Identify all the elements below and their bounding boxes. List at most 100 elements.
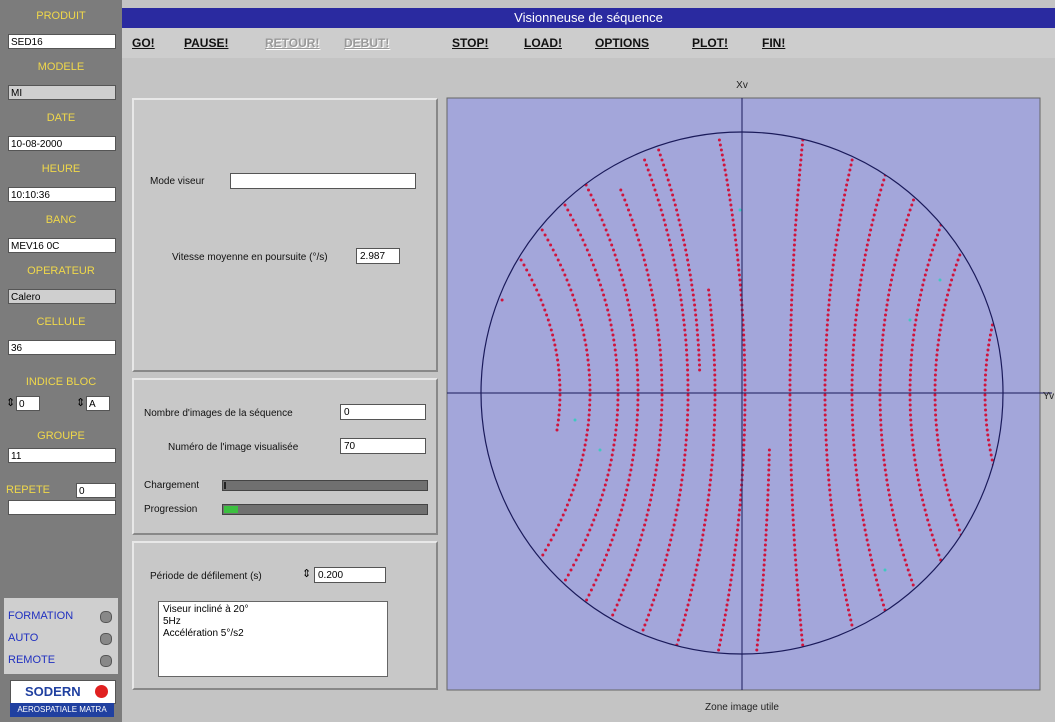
- track-dot: [563, 203, 567, 207]
- track-dot: [608, 543, 612, 547]
- track-dot: [909, 413, 912, 417]
- track-dot: [660, 398, 664, 402]
- menu-item[interactable]: LOAD!: [524, 36, 562, 50]
- track-dot: [680, 478, 684, 482]
- track-dot: [653, 473, 657, 477]
- track-dot: [709, 308, 713, 312]
- track-dot: [610, 328, 614, 332]
- track-dot: [653, 308, 657, 312]
- track-dot: [738, 283, 742, 287]
- track-dot: [788, 383, 792, 387]
- track-dot: [792, 243, 796, 247]
- track-dot: [788, 423, 792, 427]
- track-dot: [852, 443, 856, 447]
- label: Vitesse moyenne en poursuite (°/s): [172, 252, 328, 263]
- track-dot: [653, 188, 657, 192]
- track-dot: [882, 603, 885, 607]
- spinner[interactable]: ⇕: [76, 397, 86, 409]
- track-dot: [713, 418, 717, 422]
- track-dot: [841, 583, 845, 587]
- track-dot: [933, 378, 937, 382]
- track-dot: [983, 378, 987, 382]
- track-dot: [730, 573, 734, 577]
- track-dot: [871, 218, 875, 222]
- track-dot: [852, 448, 856, 452]
- track-dot: [856, 483, 860, 487]
- input[interactable]: 0.200: [314, 567, 386, 583]
- input[interactable]: 2.987: [356, 248, 400, 264]
- track-dot: [910, 428, 913, 432]
- track-dot: [635, 363, 639, 367]
- track-dot: [723, 613, 727, 617]
- track-dot: [866, 543, 870, 547]
- track-dot: [636, 403, 640, 407]
- track-dot: [621, 278, 625, 282]
- menu-item[interactable]: OPTIONS: [595, 36, 650, 50]
- track-dot: [686, 403, 690, 407]
- track-dot: [558, 378, 562, 382]
- track-dot: [622, 283, 626, 287]
- track-dot: [834, 538, 838, 542]
- track-dot: [621, 588, 625, 592]
- track-dot: [646, 273, 650, 277]
- track-dot: [587, 253, 591, 257]
- track-dot: [657, 448, 661, 452]
- track-dot: [586, 358, 590, 362]
- track-dot: [681, 233, 684, 237]
- track-dot: [634, 433, 638, 437]
- track-dot: [910, 353, 914, 357]
- track-dot: [850, 398, 854, 402]
- spinner[interactable]: ⇕: [6, 397, 16, 409]
- input[interactable]: 0: [340, 404, 426, 420]
- track-dot: [910, 348, 914, 352]
- menu-item[interactable]: PAUSE!: [184, 36, 229, 50]
- field-value: 11: [8, 448, 116, 463]
- field-value[interactable]: A: [86, 396, 110, 411]
- field-value[interactable]: 0: [16, 396, 40, 411]
- track-dot: [596, 508, 599, 512]
- track-dot: [712, 358, 716, 362]
- track-dot: [912, 333, 916, 337]
- track-dot: [657, 443, 661, 447]
- spinner[interactable]: ⇕: [302, 568, 312, 580]
- notes-box[interactable]: Viseur incliné à 20° 5Hz Accélération 5°/s…: [158, 601, 388, 677]
- track-dot: [561, 513, 565, 517]
- input[interactable]: [230, 173, 416, 189]
- track-dot: [630, 463, 634, 467]
- track-dot: [920, 288, 924, 292]
- track-dot: [707, 293, 711, 297]
- track-dot: [830, 508, 834, 512]
- logo-caption: AEROSPATIALE MATRA: [10, 703, 114, 717]
- track-dot: [792, 248, 796, 252]
- track-dot: [943, 303, 947, 307]
- track-dot: [984, 368, 988, 372]
- track-dot: [661, 213, 665, 217]
- track-dot: [660, 573, 663, 577]
- track-dot: [588, 388, 592, 392]
- track-dot: [823, 398, 827, 402]
- logo-text: SODERN: [25, 684, 81, 699]
- track-dot: [796, 188, 800, 192]
- track-dot: [652, 303, 656, 307]
- track-dot: [614, 694, 617, 697]
- input[interactable]: 70: [340, 438, 426, 454]
- menu-item[interactable]: GO!: [132, 36, 155, 50]
- track-dot: [558, 398, 562, 402]
- menu-item[interactable]: PLOT!: [692, 36, 728, 50]
- track-dot: [687, 268, 691, 272]
- track-dot: [683, 333, 687, 337]
- track-dot: [937, 333, 941, 337]
- track-dot: [637, 543, 641, 547]
- track-dot: [552, 338, 556, 342]
- track-dot: [791, 508, 795, 512]
- track-dot: [731, 218, 735, 222]
- track-dot: [620, 508, 624, 512]
- track-dot: [882, 178, 886, 182]
- menu-item[interactable]: STOP!: [452, 36, 489, 50]
- menu-item[interactable]: FIN!: [762, 36, 786, 50]
- track-dot: [732, 223, 736, 227]
- track-dot: [537, 293, 541, 297]
- track-dot: [899, 238, 903, 242]
- track-dot: [685, 363, 689, 367]
- track-dot: [840, 208, 844, 212]
